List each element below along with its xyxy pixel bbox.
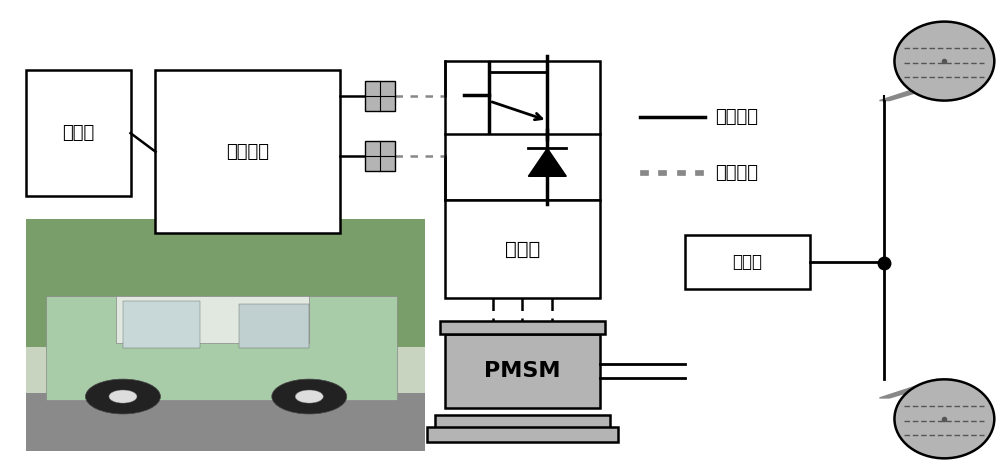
Bar: [239, 304, 309, 348]
Bar: [26, 219, 425, 452]
Polygon shape: [528, 149, 566, 176]
Bar: [26, 70, 131, 196]
Circle shape: [295, 390, 323, 403]
Bar: [26, 219, 425, 347]
Circle shape: [272, 379, 347, 414]
Bar: [695, 170, 703, 175]
Text: 机械连接: 机械连接: [715, 108, 758, 126]
Bar: [685, 235, 810, 289]
Text: 变速器: 变速器: [732, 253, 762, 271]
Text: 逆变器: 逆变器: [505, 240, 540, 259]
Bar: [155, 70, 340, 233]
Bar: [640, 170, 648, 175]
Bar: [440, 322, 605, 334]
Polygon shape: [879, 379, 952, 398]
Bar: [46, 296, 397, 400]
Ellipse shape: [894, 21, 994, 101]
Bar: [365, 141, 395, 171]
Bar: [427, 427, 618, 442]
Bar: [123, 301, 200, 348]
Text: 充电器: 充电器: [62, 124, 94, 142]
Bar: [445, 334, 600, 408]
Bar: [116, 296, 309, 343]
Polygon shape: [879, 82, 952, 101]
Bar: [445, 61, 600, 200]
Text: 动力电池: 动力电池: [226, 143, 269, 161]
Bar: [435, 415, 610, 430]
Ellipse shape: [894, 379, 994, 459]
Bar: [445, 200, 600, 298]
Text: 电气连接: 电气连接: [715, 164, 758, 182]
Bar: [677, 170, 685, 175]
Text: PMSM: PMSM: [484, 361, 561, 381]
Circle shape: [109, 390, 137, 403]
Bar: [658, 170, 666, 175]
Circle shape: [86, 379, 160, 414]
Bar: [365, 81, 395, 111]
Bar: [26, 393, 425, 452]
